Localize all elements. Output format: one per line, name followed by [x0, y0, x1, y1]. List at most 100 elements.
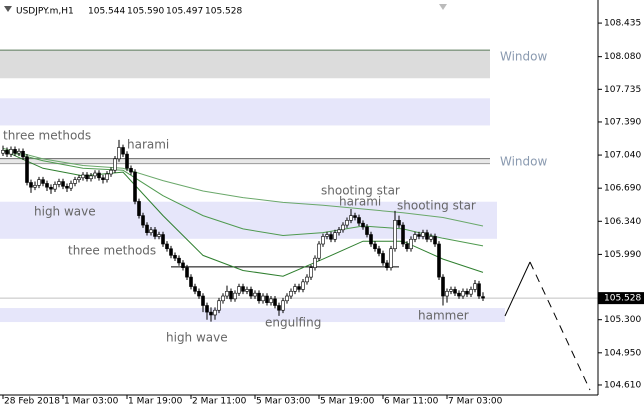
candle-body	[193, 286, 197, 292]
candle-body	[253, 292, 257, 297]
candle-body	[129, 168, 133, 173]
candle-body	[405, 243, 409, 250]
pattern-label: hammer	[418, 309, 469, 323]
candle-body	[429, 236, 433, 240]
pattern-label: high wave	[166, 331, 228, 345]
candle-body	[473, 283, 477, 290]
window-band	[0, 158, 490, 164]
candle-body	[173, 255, 177, 259]
candle-body	[21, 150, 25, 158]
candle-body	[53, 184, 57, 190]
candle-body	[333, 232, 337, 240]
candle-body	[257, 292, 261, 302]
candle-body	[125, 153, 129, 169]
moving-average	[2, 147, 484, 227]
candle-body	[433, 236, 437, 245]
zone	[0, 308, 505, 323]
price-label: 105.528	[604, 294, 641, 304]
y-tick-label: 107.040	[604, 151, 641, 161]
candle-body	[385, 262, 389, 268]
candle-body	[61, 181, 65, 187]
candle-body	[277, 305, 281, 311]
candle-body	[449, 289, 453, 292]
zone-label: Window	[500, 50, 548, 64]
candle-body	[401, 224, 405, 245]
candle-body	[133, 171, 137, 202]
candle-body	[29, 182, 33, 188]
candle-body	[457, 292, 461, 297]
candle-body	[477, 283, 481, 297]
candle-body	[229, 291, 233, 300]
zone	[0, 50, 490, 79]
x-tick-label: 6 Mar 11:00	[384, 397, 439, 407]
candle-body	[89, 175, 93, 180]
candle-body	[189, 276, 193, 287]
y-tick-label: 104.950	[604, 348, 641, 358]
candle-body	[217, 300, 221, 311]
pattern-label: three methods	[68, 244, 156, 258]
candle-body	[197, 291, 201, 297]
projection-dashed	[529, 261, 591, 391]
candle-body	[69, 183, 73, 189]
header-price: 105.497	[166, 7, 203, 17]
candle-body	[17, 150, 21, 154]
candle-body	[281, 300, 285, 311]
window-label: Window	[500, 155, 548, 169]
y-tick-label: 105.300	[604, 315, 641, 325]
candle-body	[157, 234, 161, 237]
candle-body	[97, 172, 101, 179]
zone	[0, 98, 490, 126]
y-tick-label: 108.080	[604, 52, 641, 62]
candle-body	[201, 295, 205, 306]
candle-body	[437, 243, 441, 278]
candle-body	[461, 291, 465, 297]
candle-body	[441, 276, 445, 297]
candle-body	[289, 291, 293, 297]
candle-body	[389, 248, 393, 268]
menu-arrow[interactable]	[4, 6, 12, 12]
y-tick-label: 107.735	[604, 85, 641, 95]
header-price: 105.590	[127, 7, 164, 17]
candle-body	[237, 286, 241, 294]
pattern-label: shooting star	[397, 199, 476, 213]
candle-body	[33, 185, 37, 188]
candle-body	[377, 248, 381, 254]
shift-marker[interactable]	[439, 4, 447, 10]
header-price: 105.528	[205, 7, 242, 17]
candle-body	[137, 201, 141, 216]
candle-body	[105, 173, 109, 180]
candle-body	[337, 229, 341, 233]
candle-body	[233, 292, 237, 300]
candle-body	[305, 276, 309, 283]
candle-body	[109, 169, 113, 175]
candle-body	[241, 286, 245, 292]
candle-body	[445, 291, 449, 297]
price-label-box	[598, 292, 644, 305]
x-tick-label: 1 Mar 19:00	[128, 397, 183, 407]
y-tick-label: 106.690	[604, 184, 641, 194]
x-tick-label: 5 Mar 03:00	[256, 397, 311, 407]
candle-body	[349, 215, 353, 221]
candle-body	[393, 220, 397, 250]
header-price: 105.544	[88, 7, 125, 17]
candle-body	[285, 295, 289, 302]
candle-body	[365, 226, 369, 235]
y-tick-label: 105.990	[604, 250, 641, 260]
pattern-label: engulfing	[265, 316, 321, 330]
x-tick-label: 5 Mar 19:00	[320, 397, 375, 407]
zone	[0, 201, 497, 239]
x-tick-label: 28 Feb 2018	[4, 397, 60, 407]
candle-body	[65, 185, 69, 189]
candle-body	[357, 217, 361, 224]
candle-body	[209, 311, 213, 316]
pattern-label: three methods	[3, 129, 91, 143]
candle-body	[185, 267, 189, 278]
y-tick-label: 108.435	[604, 19, 641, 29]
candle-body	[205, 305, 209, 313]
candle-body	[1, 150, 5, 154]
candle-body	[145, 224, 149, 233]
symbol: USDJPY.m,H1	[16, 7, 74, 17]
candle-body	[425, 232, 429, 240]
candle-body	[57, 181, 61, 185]
